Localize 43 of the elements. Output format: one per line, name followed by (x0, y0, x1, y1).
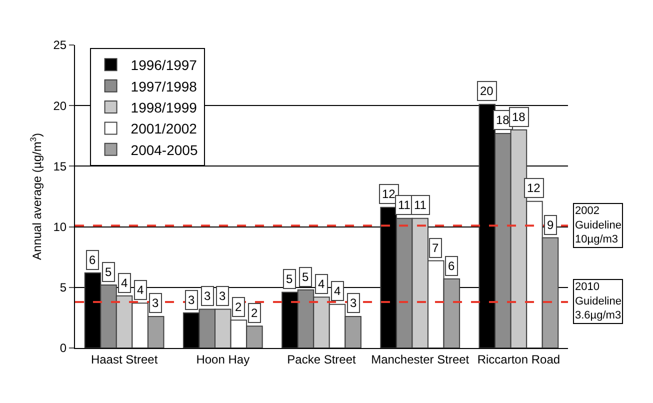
data-label: 20 (480, 84, 494, 98)
legend-label: 2001/2002 (130, 120, 198, 137)
data-label: 3 (188, 293, 195, 307)
x-tick-label: Packe Street (287, 352, 357, 366)
x-tick-label: Riccarton Road (477, 352, 560, 366)
data-label: 4 (137, 283, 144, 297)
ref-line-label: 2002 Guideline 10µg/m3 (575, 205, 622, 246)
legend-label: 1996/1997 (130, 57, 198, 74)
data-label: 3 (219, 289, 226, 303)
y-tick-label: 20 (53, 98, 67, 113)
x-tick-label: Hoon Hay (196, 352, 250, 366)
data-label: 11 (398, 198, 411, 212)
data-label: 3 (204, 289, 211, 303)
data-label: 4 (334, 284, 341, 298)
data-label: 7 (432, 241, 439, 255)
data-label: 2 (235, 300, 242, 314)
data-label: 12 (527, 181, 541, 195)
data-label: 18 (496, 113, 510, 127)
data-label: 2 (251, 306, 258, 320)
legend-label: 2004-2005 (130, 142, 198, 158)
data-label: 4 (318, 277, 325, 291)
y-tick-label: 0 (60, 341, 67, 356)
legend-label: 1997/1998 (130, 78, 198, 94)
y-tick-label: 25 (53, 38, 67, 52)
y-tick-label: 5 (60, 280, 67, 295)
ref-line-label: 2010 Guideline 3.6µg/m3 (575, 281, 622, 322)
x-tick-label: Manchester Street (371, 352, 470, 366)
legend-label: 1998/1999 (130, 99, 198, 116)
data-label: 3 (152, 296, 159, 310)
data-label: 12 (382, 187, 396, 201)
data-label: 6 (89, 253, 96, 267)
data-label: 18 (512, 110, 526, 124)
data-label: 6 (448, 259, 455, 273)
data-label: 5 (286, 272, 293, 286)
data-label: 4 (121, 276, 128, 290)
y-tick-label: 15 (53, 159, 67, 174)
x-tick-label: Haast Street (90, 352, 158, 366)
data-label: 9 (547, 218, 554, 232)
data-label: 3 (350, 296, 357, 310)
data-label: 11 (414, 198, 427, 212)
data-label: 5 (105, 265, 112, 279)
y-tick-label: 10 (53, 220, 67, 234)
data-label: 5 (302, 270, 309, 284)
